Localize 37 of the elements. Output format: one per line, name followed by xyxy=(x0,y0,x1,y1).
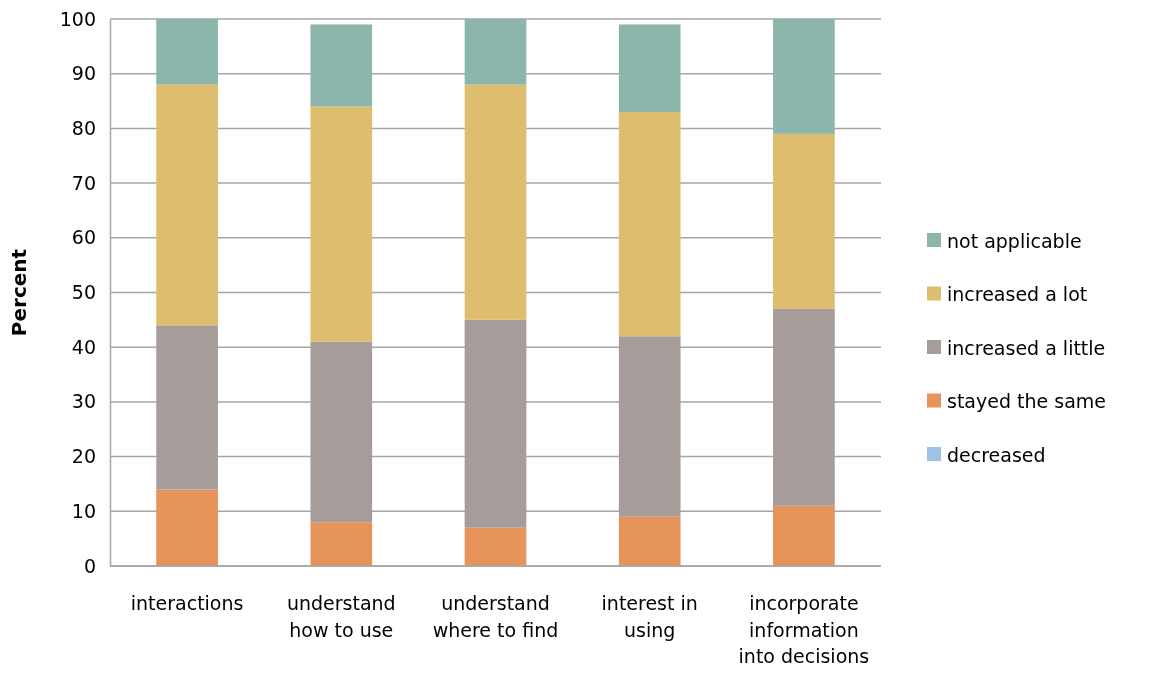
y-tick-label: 50 xyxy=(71,281,96,304)
bar xyxy=(464,527,527,566)
legend-label: decreased xyxy=(947,443,1046,466)
bar xyxy=(464,19,527,85)
x-tick-label: understand how to use xyxy=(286,592,396,641)
x-tick-label: interactions xyxy=(130,592,244,614)
bar xyxy=(310,106,373,342)
y-tick-label: 40 xyxy=(71,335,96,358)
bar xyxy=(773,505,835,566)
bar xyxy=(156,19,218,85)
bar xyxy=(773,133,835,309)
x-tick-label: incorporate information into decisions xyxy=(738,592,870,668)
legend-label: increased a little xyxy=(947,336,1106,359)
y-tick-label: 20 xyxy=(71,445,96,468)
bar xyxy=(156,489,218,566)
y-axis-title: Percent xyxy=(7,248,31,337)
y-tick-label: 60 xyxy=(71,226,96,249)
bar xyxy=(618,24,681,112)
legend-label: stayed the same xyxy=(947,390,1106,413)
legend-label: increased a lot xyxy=(947,283,1088,306)
y-tick-label: 90 xyxy=(71,62,96,85)
x-tick-label: interest in using xyxy=(601,592,698,641)
y-tick-label: 100 xyxy=(59,7,96,30)
legend-label: not applicable xyxy=(947,229,1082,252)
y-tick-label: 80 xyxy=(71,116,96,139)
bar xyxy=(310,24,373,107)
bar xyxy=(618,111,681,337)
y-tick-label: 30 xyxy=(71,390,96,413)
bar xyxy=(310,522,373,566)
bar xyxy=(156,84,218,326)
y-tick-label: 10 xyxy=(71,499,96,522)
bar xyxy=(464,84,527,320)
y-tick-label: 70 xyxy=(71,171,96,194)
x-tick-label: understand where to find xyxy=(432,592,559,641)
y-tick-label: 0 xyxy=(83,554,96,577)
bar xyxy=(618,516,681,566)
bar xyxy=(773,19,835,134)
